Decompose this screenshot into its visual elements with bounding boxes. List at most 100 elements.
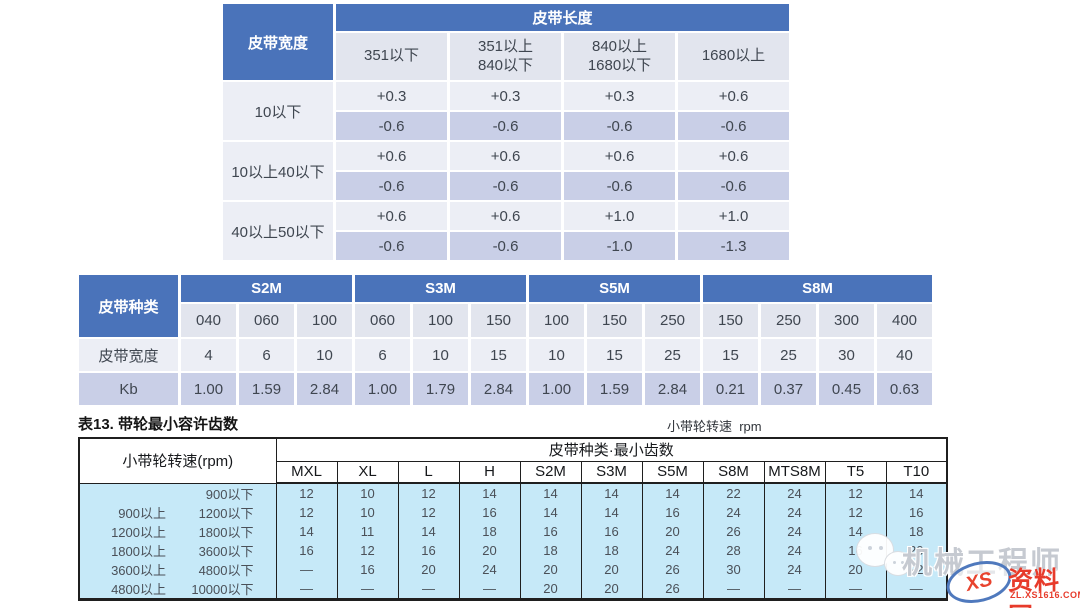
kb-cell: 1.00 — [181, 373, 236, 405]
tolerance-cell: -0.6 — [336, 172, 447, 200]
min-teeth-cell: 16 — [580, 521, 642, 541]
kb-cell: 1.59 — [239, 373, 294, 405]
belt-width-cell: 25 — [645, 339, 700, 371]
min-teeth-cell: 12 — [336, 540, 398, 560]
size-header: 150 — [703, 304, 758, 337]
min-teeth-cell: 12 — [397, 483, 459, 503]
table-row: 900以上 1200以下 12 10 12 16 14 14 16 24 24 1… — [78, 502, 947, 522]
belt-length-header: 皮带长度 — [336, 4, 789, 31]
belt-type-col-header: S8M — [702, 461, 764, 484]
tolerance-cell: +0.6 — [678, 82, 789, 110]
belt-type-col-header: MXL — [275, 461, 337, 484]
xs-logo-text: XS — [963, 567, 995, 596]
pulley-speed-header: 小带轮转速(rpm) — [78, 438, 276, 484]
min-teeth-cell: 20 — [397, 559, 459, 579]
tolerance-cell: -0.6 — [678, 112, 789, 140]
min-teeth-cell: 20 — [580, 559, 642, 579]
min-teeth-cell: 20 — [519, 559, 581, 579]
min-teeth-cell: 16 — [275, 540, 337, 560]
kb-cell: 2.84 — [645, 373, 700, 405]
belt-type-col-header: H — [458, 461, 520, 484]
min-teeth-table: 小带轮转速(rpm) 皮带种类·最小齿数 MXL XL L H S2M S3M … — [78, 437, 948, 601]
min-teeth-cell: 16 — [336, 559, 398, 579]
min-teeth-cell: 14 — [641, 483, 703, 503]
width-range-label: 10以下 — [223, 82, 333, 140]
kb-cell: 1.79 — [413, 373, 468, 405]
tolerance-cell: +0.6 — [336, 202, 447, 230]
min-teeth-cell: — — [458, 578, 520, 599]
belt-width-cell: 4 — [181, 339, 236, 371]
size-header: 150 — [471, 304, 526, 337]
belt-width-cell: 15 — [703, 339, 758, 371]
belt-width-cell: 15 — [587, 339, 642, 371]
size-header: 400 — [877, 304, 932, 337]
belt-tolerance-table: 皮带宽度 皮带长度 351以下 351以上 840以下 840以上 1680以下… — [220, 2, 792, 262]
min-teeth-cell: 20 — [519, 578, 581, 599]
min-teeth-cell: — — [763, 578, 825, 599]
speed-to: 1800以下 — [198, 524, 254, 540]
length-range-header: 840以上 1680以下 — [564, 33, 675, 80]
speed-to: 4800以下 — [198, 562, 254, 578]
belt-width-row-label: 皮带宽度 — [79, 339, 178, 371]
size-header: 100 — [297, 304, 352, 337]
belt-type-col-header: S5M — [641, 461, 703, 484]
min-teeth-cell: 12 — [824, 483, 886, 503]
min-teeth-cell: — — [702, 578, 764, 599]
speed-from: 4800以上 — [111, 581, 166, 597]
belt-width-cell: 25 — [761, 339, 816, 371]
size-header: 060 — [239, 304, 294, 337]
belt-width-cell: 15 — [471, 339, 526, 371]
kb-cell: 2.84 — [471, 373, 526, 405]
tolerance-cell: +0.3 — [450, 82, 561, 110]
xs-logo: XS — [942, 554, 1016, 608]
table-row: 1800以上 3600以下 16 12 16 20 18 18 24 28 24 … — [78, 540, 947, 560]
speed-from: 3600以上 — [111, 562, 166, 578]
belt-type-group: S8M — [703, 275, 932, 302]
tolerance-cell: +0.3 — [564, 82, 675, 110]
min-teeth-cell: 16 — [824, 540, 886, 560]
min-teeth-cell: 14 — [824, 521, 886, 541]
size-header: 100 — [413, 304, 468, 337]
belt-width-cell: 6 — [239, 339, 294, 371]
min-teeth-cell: 20 — [824, 559, 886, 579]
belt-width-cell: 10 — [413, 339, 468, 371]
belt-width-cell: 30 — [819, 339, 874, 371]
belt-type-group: S3M — [355, 275, 526, 302]
tolerance-cell: +0.6 — [678, 142, 789, 170]
min-teeth-cell: — — [275, 559, 337, 579]
tolerance-cell: -1.3 — [678, 232, 789, 260]
speed-to: 3600以下 — [198, 543, 254, 559]
belt-type-group: S2M — [181, 275, 352, 302]
tolerance-cell: -0.6 — [450, 232, 561, 260]
belt-type-header: 皮带种类 — [79, 275, 178, 337]
min-teeth-cell: 12 — [397, 502, 459, 522]
speed-range-cell: 1200以上 1800以下 — [78, 521, 276, 541]
min-teeth-cell: 11 — [336, 521, 398, 541]
size-header: 250 — [761, 304, 816, 337]
size-header: 100 — [529, 304, 584, 337]
belt-width-cell: 10 — [529, 339, 584, 371]
tolerance-cell: -0.6 — [450, 112, 561, 140]
tolerance-cell: +0.6 — [450, 142, 561, 170]
min-teeth-cell: 24 — [763, 483, 825, 503]
speed-to: 10000以下 — [191, 581, 254, 597]
kb-cell: 0.21 — [703, 373, 758, 405]
min-teeth-cell: 18 — [885, 521, 947, 541]
min-teeth-cell: 26 — [641, 559, 703, 579]
kb-cell: 1.00 — [529, 373, 584, 405]
min-teeth-cell: 14 — [580, 502, 642, 522]
min-teeth-cell: 14 — [397, 521, 459, 541]
size-header: 300 — [819, 304, 874, 337]
tolerance-cell: -0.6 — [450, 172, 561, 200]
tolerance-cell: -0.6 — [336, 112, 447, 140]
tolerance-cell: -1.0 — [564, 232, 675, 260]
width-range-label: 10以上40以下 — [223, 142, 333, 200]
tolerance-cell: +0.6 — [450, 202, 561, 230]
min-teeth-cell: 22 — [702, 483, 764, 503]
size-header: 040 — [181, 304, 236, 337]
belt-width-header: 皮带宽度 — [223, 4, 333, 80]
size-header: 150 — [587, 304, 642, 337]
logo-url: ZL.XS1616.COM — [1010, 590, 1080, 600]
min-teeth-cell: — — [824, 578, 886, 599]
min-teeth-cell: 24 — [763, 521, 825, 541]
